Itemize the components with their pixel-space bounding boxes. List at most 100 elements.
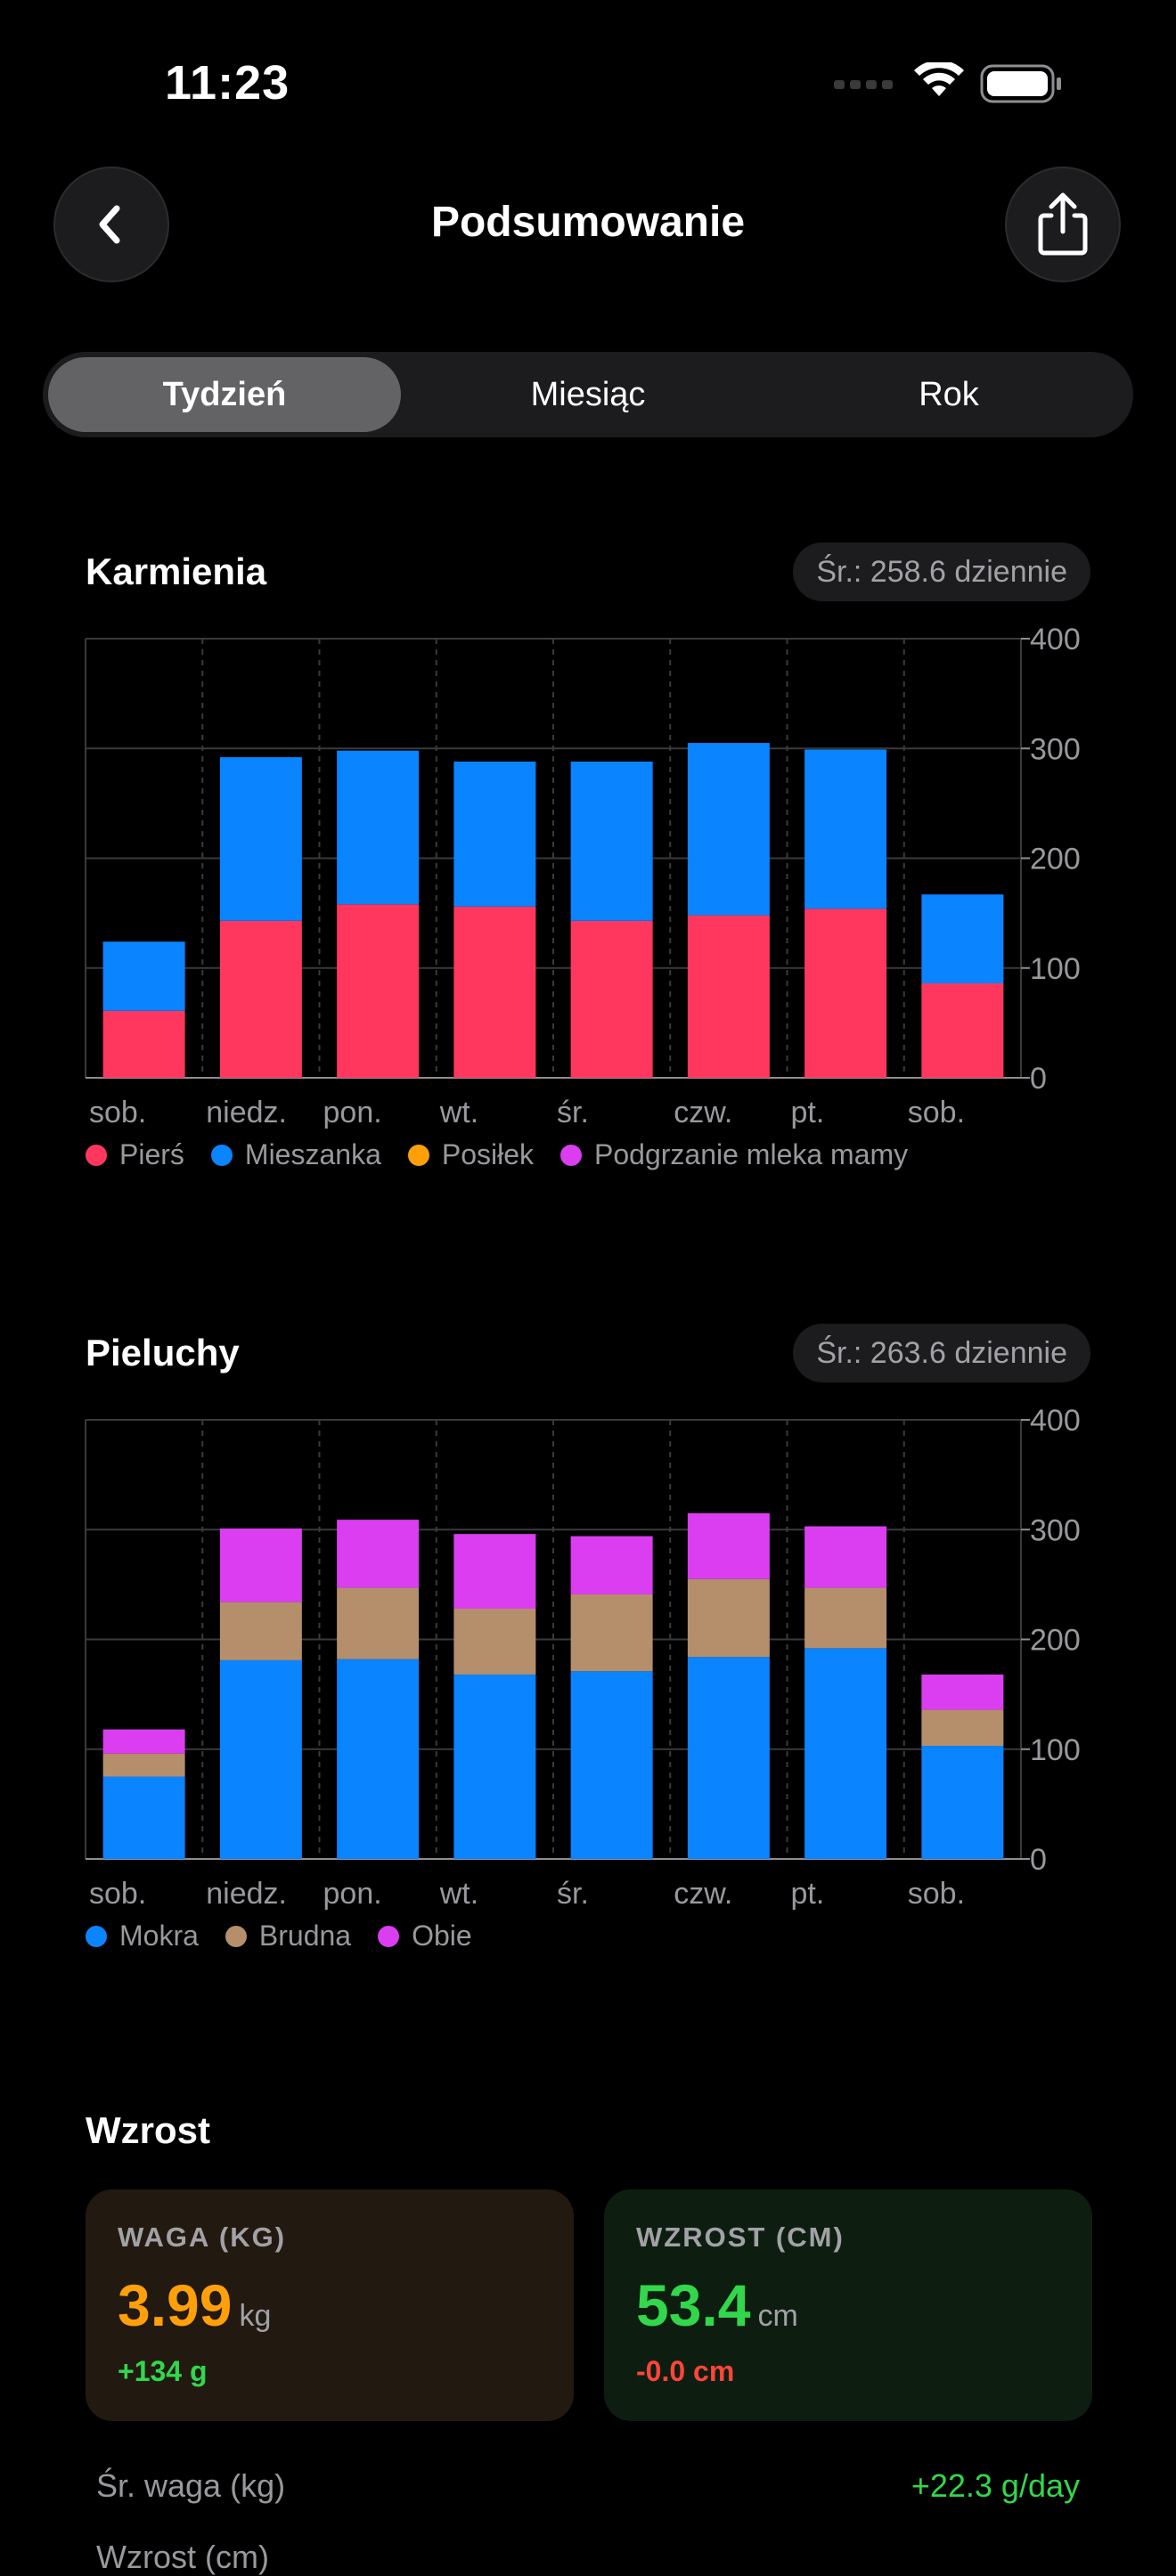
height-value: 53.4 xyxy=(636,2272,751,2338)
legend-dot xyxy=(378,1925,400,1947)
legend-label: Mokra xyxy=(119,1920,199,1952)
bar-segment xyxy=(804,1648,887,1859)
bar-segment xyxy=(570,1594,653,1672)
weight-label: WAGA (KG) xyxy=(118,2221,287,2253)
diapers-average: Śr.: 263.6 dziennie xyxy=(793,1324,1090,1382)
bar-segment xyxy=(453,1608,536,1675)
bar-segment xyxy=(102,1776,185,1859)
x-tick-label: pon. xyxy=(323,1877,382,1911)
chevron-left-icon xyxy=(99,205,120,244)
tab-week[interactable]: Tydzień xyxy=(48,357,401,432)
y-tick-label: 300 xyxy=(1030,732,1081,766)
bar-segment xyxy=(337,750,420,905)
status-icons xyxy=(834,62,1061,103)
height-delta: -0.0 cm xyxy=(636,2355,735,2387)
legend-item: Podgrzanie mleka mamy xyxy=(560,1138,908,1171)
x-tick-label: pt. xyxy=(791,1096,825,1129)
bar-segment xyxy=(219,757,302,921)
legend-dot xyxy=(225,1925,247,1947)
share-button[interactable] xyxy=(1005,167,1121,282)
weight-delta: +134 g xyxy=(118,2355,208,2387)
x-tick-label: sob. xyxy=(908,1096,965,1129)
diapers-legend: Mokra Brudna Obie xyxy=(86,1920,499,1952)
cellular-signal-icon xyxy=(834,80,893,89)
bar-segment xyxy=(337,1659,420,1859)
bar-segment xyxy=(102,1729,185,1754)
height-unit: cm xyxy=(757,2299,798,2333)
legend-label: Mieszanka xyxy=(244,1138,381,1170)
bar-segment xyxy=(337,1520,420,1588)
bar-segment xyxy=(921,1709,1004,1747)
tab-year[interactable]: Rok xyxy=(919,375,979,413)
bar-segment xyxy=(687,1512,770,1579)
weight-card[interactable]: WAGA (KG) 3.99 kg +134 g xyxy=(86,2189,574,2421)
bar-segment xyxy=(921,1674,1004,1710)
bar-segment xyxy=(570,1536,653,1594)
bar-segment xyxy=(337,1587,420,1659)
bar-segment xyxy=(453,762,536,907)
height-label: WZROST (CM) xyxy=(636,2221,845,2253)
x-tick-label: sob. xyxy=(89,1877,146,1911)
weight-unit: kg xyxy=(239,2299,272,2333)
bar-segment xyxy=(804,909,887,1078)
feedings-title: Karmienia xyxy=(86,550,267,592)
avg-weight-value: +22.3 g/day xyxy=(911,2467,1080,2504)
back-button[interactable] xyxy=(53,167,169,282)
tab-month[interactable]: Miesiąc xyxy=(530,375,646,413)
bar-segment xyxy=(804,749,887,909)
legend-dot xyxy=(407,1144,429,1166)
x-tick-label: wt. xyxy=(439,1096,478,1129)
x-tick-label: śr. xyxy=(557,1877,589,1911)
legend-label: Obie xyxy=(412,1920,472,1952)
bar-segment xyxy=(804,1587,887,1649)
legend-dot xyxy=(560,1144,583,1166)
x-tick-label: czw. xyxy=(674,1096,732,1129)
x-tick-label: niedz. xyxy=(206,1877,287,1911)
y-tick-label: 400 xyxy=(1030,1404,1081,1438)
bar-segment xyxy=(804,1526,887,1588)
page-title: Podsumowanie xyxy=(430,199,746,246)
legend-dot xyxy=(86,1925,107,1947)
y-tick-label: 400 xyxy=(1030,623,1081,656)
diapers-title: Pieluchy xyxy=(86,1332,240,1374)
weight-value-row: 3.99 kg xyxy=(118,2271,271,2339)
bar-segment xyxy=(570,762,653,921)
feedings-average: Śr.: 258.6 dziennie xyxy=(793,542,1090,601)
x-tick-label: pon. xyxy=(323,1096,382,1129)
y-tick-label: 200 xyxy=(1030,1624,1081,1658)
bar-segment xyxy=(219,1659,302,1859)
legend-item: Brudna xyxy=(225,1920,351,1952)
x-tick-label: niedz. xyxy=(206,1096,287,1129)
bar-segment xyxy=(219,1528,302,1602)
legend-label: Posiłek xyxy=(441,1138,535,1170)
legend-dot xyxy=(210,1144,233,1166)
legend-label: Podgrzanie mleka mamy xyxy=(594,1138,909,1170)
bar-segment xyxy=(921,983,1004,1078)
bar-segment xyxy=(453,1674,536,1859)
height-card[interactable]: WZROST (CM) 53.4 cm -0.0 cm xyxy=(604,2189,1092,2421)
bar-segment xyxy=(687,1657,770,1859)
x-tick-label: wt. xyxy=(439,1877,478,1911)
bar-segment xyxy=(219,920,302,1078)
bar-segment xyxy=(570,1671,653,1859)
diapers-chart: 0 100 200 300 400 sob. niedz. pon. wt. śr. czw. pt.… xyxy=(85,1404,1081,1911)
bar-segment xyxy=(102,1010,185,1078)
bar-segment xyxy=(687,915,770,1078)
bar-segment xyxy=(102,1753,185,1777)
bar-segment xyxy=(921,1746,1004,1859)
legend-item: Obie xyxy=(378,1920,472,1952)
avg-weight-label: Śr. waga (kg) xyxy=(96,2467,286,2504)
height-value-row: 53.4 cm xyxy=(636,2271,798,2339)
bar-segment xyxy=(687,743,770,916)
bar-segment xyxy=(687,1578,770,1658)
wifi-icon xyxy=(914,62,964,96)
weight-value: 3.99 xyxy=(118,2272,233,2338)
legend-item: Posiłek xyxy=(407,1138,535,1171)
legend-label: Brudna xyxy=(258,1920,352,1952)
period-segmented-control: Tydzień Miesiąc Rok xyxy=(43,352,1133,437)
y-tick-label: 0 xyxy=(1030,1062,1047,1096)
bar-segment xyxy=(219,1602,302,1660)
status-time: 11:23 xyxy=(165,56,290,110)
height-stat-label: Wzrost (cm) xyxy=(96,2539,269,2575)
bar-segment xyxy=(453,1534,536,1609)
